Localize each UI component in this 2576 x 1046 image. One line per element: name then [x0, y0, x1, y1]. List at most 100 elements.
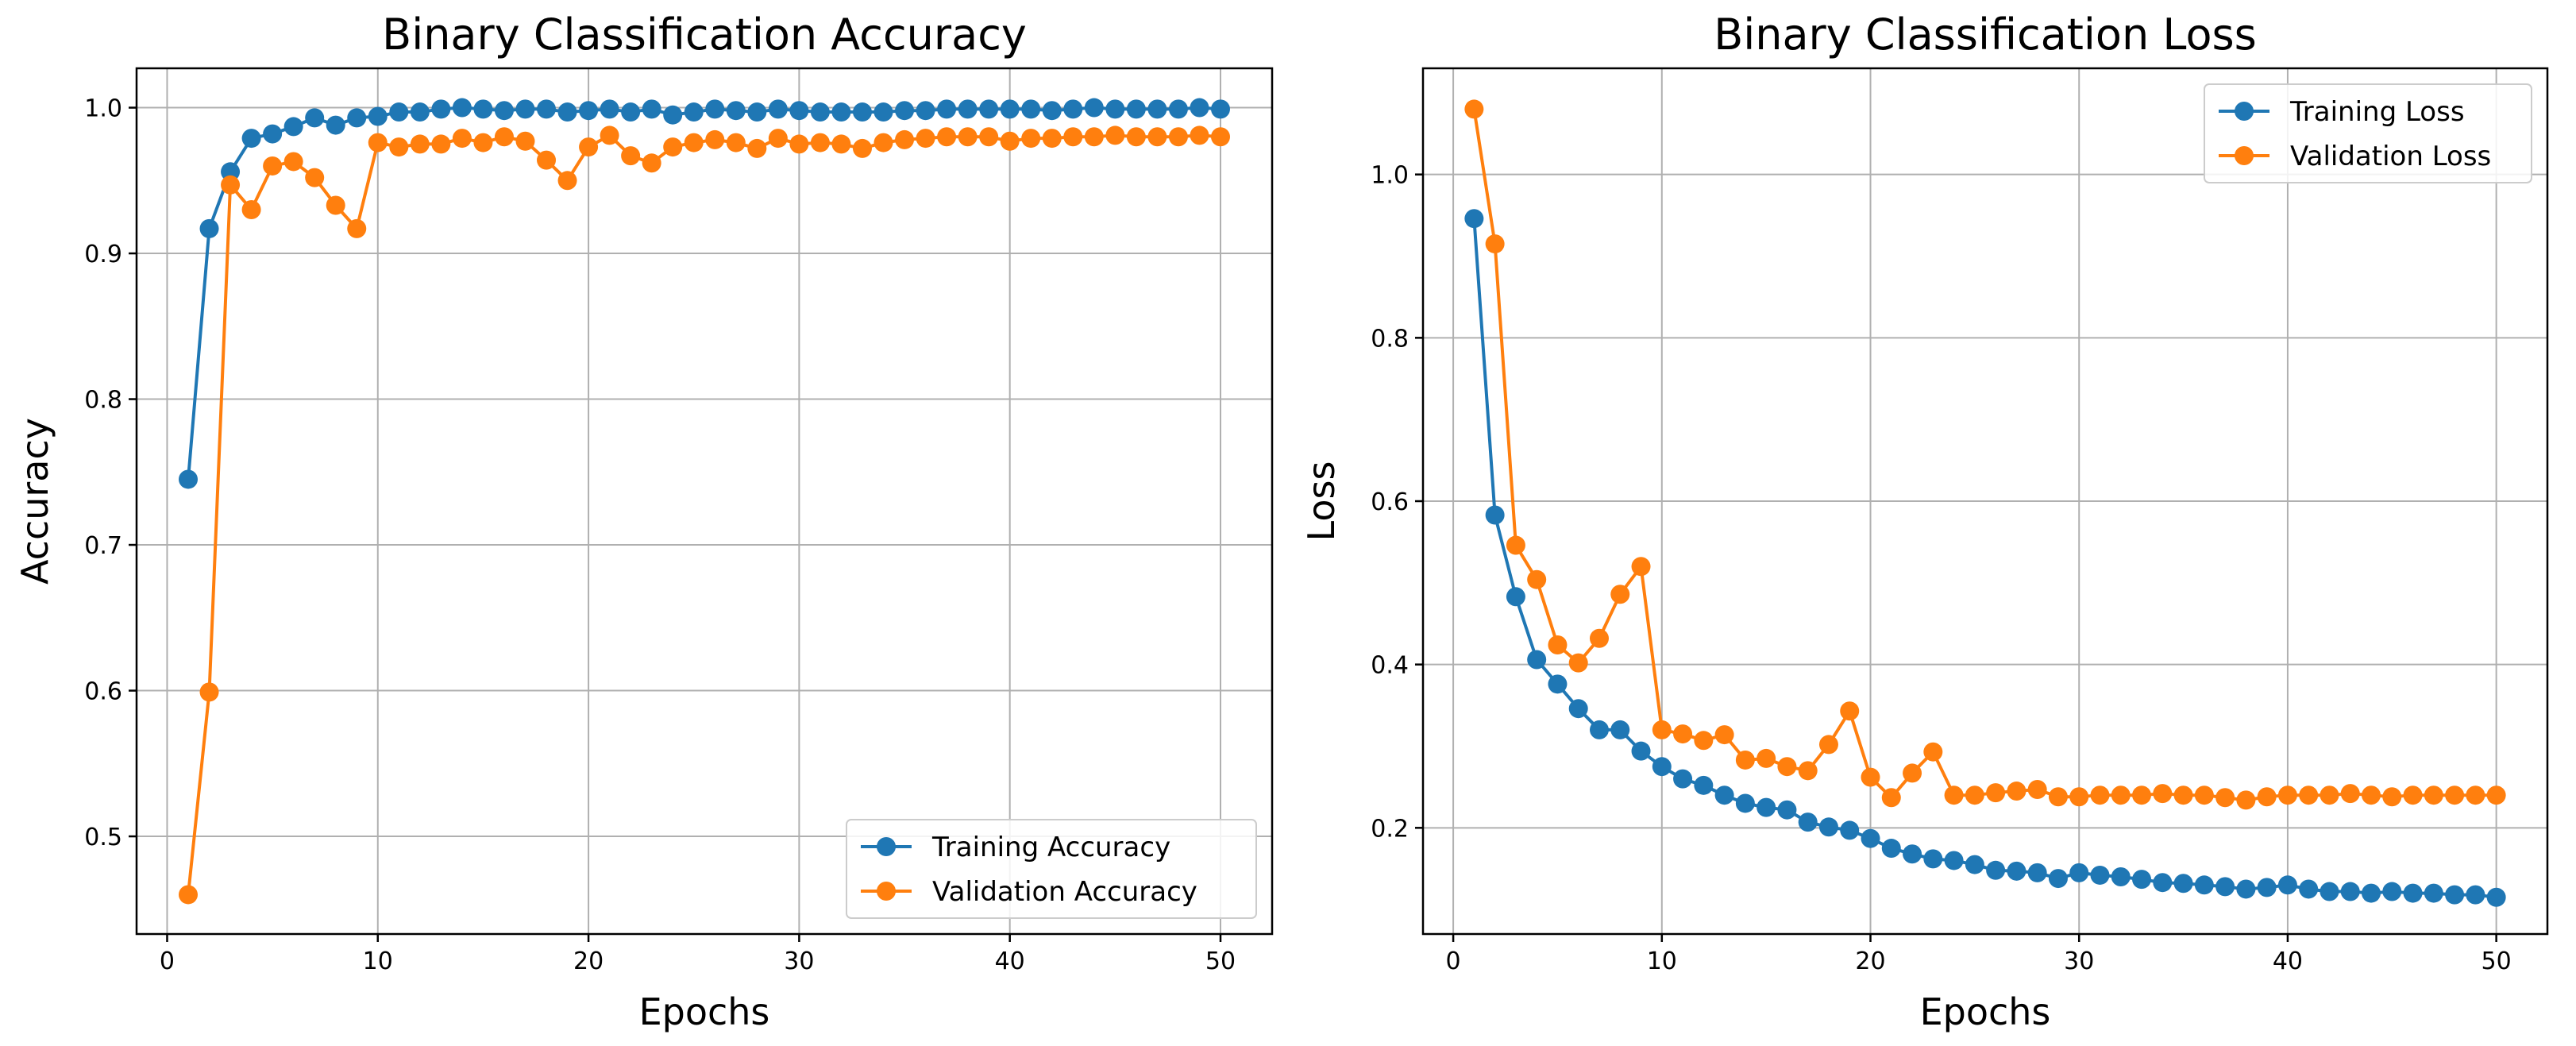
data-point-training-accuracy — [347, 108, 367, 128]
data-point-validation-loss — [2320, 785, 2339, 805]
data-point-training-accuracy — [768, 99, 788, 119]
data-point-training-accuracy — [958, 99, 978, 119]
x-tick-label: 30 — [2064, 948, 2094, 975]
legend-marker-training-loss — [2235, 102, 2254, 121]
data-point-validation-accuracy — [410, 134, 430, 154]
data-point-training-accuracy — [326, 115, 345, 135]
data-point-validation-loss — [1903, 763, 1922, 783]
data-point-training-loss — [1652, 757, 1672, 777]
data-point-training-loss — [2194, 875, 2214, 895]
data-point-validation-accuracy — [1211, 127, 1230, 147]
data-point-validation-accuracy — [663, 137, 683, 157]
x-tick-label: 10 — [363, 948, 393, 975]
data-point-training-accuracy — [705, 99, 725, 119]
data-point-validation-accuracy — [494, 127, 514, 147]
data-point-validation-accuracy — [557, 171, 577, 191]
data-point-training-loss — [1694, 775, 1714, 795]
y-tick-label: 0.5 — [84, 824, 122, 851]
data-point-validation-loss — [2486, 785, 2506, 805]
data-point-validation-accuracy — [1021, 129, 1041, 149]
data-point-training-accuracy — [621, 102, 641, 122]
y-tick-label: 0.7 — [84, 532, 122, 560]
x-tick-label: 20 — [1855, 948, 1885, 975]
x-tick-label: 50 — [1205, 948, 1236, 975]
data-point-validation-loss — [1589, 628, 1609, 648]
data-point-training-accuracy — [1021, 99, 1041, 119]
chart-title: Binary Classification Loss — [1714, 10, 2257, 60]
data-point-validation-loss — [1548, 635, 1568, 654]
data-point-validation-accuracy — [431, 134, 451, 154]
data-point-training-loss — [1757, 797, 1776, 817]
data-point-validation-loss — [1673, 724, 1693, 744]
data-point-validation-accuracy — [473, 133, 493, 152]
data-point-training-loss — [1861, 828, 1880, 848]
data-point-training-loss — [2027, 863, 2047, 882]
data-point-validation-loss — [1861, 767, 1880, 787]
y-axis-label: Accuracy — [13, 418, 56, 585]
y-tick-label: 0.6 — [84, 678, 122, 706]
data-point-training-loss — [2486, 887, 2506, 907]
accuracy-chart: 0 10 20 30 40 50 0.5 0.6 0.7 0.8 0.9 1.0 Binary Clas… — [13, 10, 1274, 1033]
data-point-validation-accuracy — [221, 175, 241, 195]
legend-box — [2204, 83, 2532, 183]
data-point-validation-accuracy — [368, 133, 388, 152]
data-point-validation-loss — [1568, 653, 1588, 673]
data-point-validation-loss — [1923, 742, 1943, 762]
data-point-validation-accuracy — [347, 218, 367, 238]
data-point-validation-loss — [2007, 782, 2026, 801]
data-point-validation-accuracy — [916, 129, 935, 149]
data-point-training-loss — [2466, 885, 2485, 905]
data-point-training-accuracy — [1042, 101, 1062, 121]
data-point-training-loss — [2215, 877, 2235, 897]
data-point-training-accuracy — [1147, 99, 1167, 119]
data-point-validation-accuracy — [199, 682, 219, 702]
x-tick-label: 40 — [2273, 948, 2303, 975]
data-point-validation-accuracy — [283, 152, 303, 172]
chart-title: Binary Classification Accuracy — [382, 10, 1027, 60]
data-point-validation-loss — [1464, 99, 1484, 119]
axes-frame — [135, 67, 1274, 936]
data-point-training-accuracy — [241, 129, 261, 149]
data-point-training-accuracy — [368, 106, 388, 126]
data-point-validation-accuracy — [621, 146, 641, 166]
y-tick-label: 1.0 — [84, 95, 122, 123]
data-point-validation-accuracy — [537, 150, 557, 170]
data-point-validation-accuracy — [979, 127, 999, 147]
data-point-training-loss — [1673, 769, 1693, 789]
data-point-training-loss — [2153, 873, 2173, 893]
data-point-training-loss — [1589, 720, 1609, 739]
data-point-validation-loss — [1506, 535, 1525, 555]
x-axis-label: Epochs — [639, 990, 770, 1033]
data-point-training-loss — [2007, 861, 2026, 881]
data-point-training-loss — [1903, 844, 1922, 864]
data-point-validation-loss — [1631, 557, 1651, 577]
data-point-training-accuracy — [979, 99, 999, 119]
y-tick-label: 1.0 — [1371, 162, 1409, 190]
data-point-validation-accuracy — [263, 156, 283, 176]
data-point-validation-loss — [1986, 783, 2006, 803]
data-point-training-loss — [2173, 874, 2193, 894]
data-point-training-accuracy — [179, 469, 198, 489]
data-point-training-loss — [1527, 650, 1547, 670]
data-point-training-loss — [2424, 883, 2443, 903]
data-point-validation-loss — [1798, 761, 1818, 781]
data-point-validation-loss — [2277, 785, 2297, 805]
data-point-training-loss — [2299, 879, 2319, 899]
data-point-training-loss — [1986, 860, 2006, 880]
data-point-validation-accuracy — [1063, 127, 1083, 147]
data-point-validation-loss — [2153, 784, 2173, 804]
data-point-validation-loss — [1485, 234, 1505, 254]
data-point-training-loss — [1818, 817, 1838, 837]
data-point-training-loss — [1965, 855, 1984, 874]
data-point-training-accuracy — [937, 99, 957, 119]
data-point-training-accuracy — [873, 102, 893, 122]
data-point-training-accuracy — [263, 124, 283, 144]
y-tick-label: 0.2 — [1371, 815, 1409, 843]
data-point-validation-loss — [2299, 785, 2319, 805]
data-point-training-accuracy — [895, 101, 915, 121]
data-point-training-accuracy — [663, 105, 683, 125]
data-point-validation-accuracy — [642, 153, 661, 173]
data-point-training-accuracy — [410, 102, 430, 122]
data-point-validation-accuracy — [579, 137, 599, 157]
